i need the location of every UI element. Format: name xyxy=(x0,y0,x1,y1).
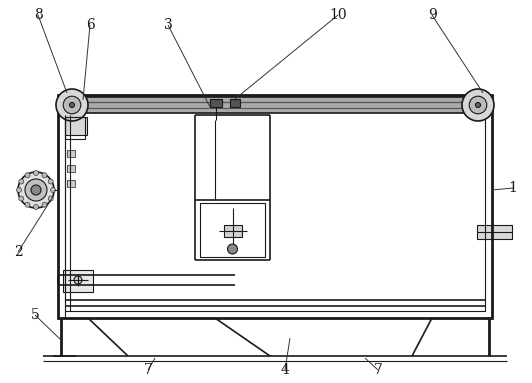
Text: 9: 9 xyxy=(428,8,436,22)
Bar xyxy=(65,117,85,139)
Circle shape xyxy=(19,196,24,201)
Circle shape xyxy=(19,179,24,184)
Circle shape xyxy=(34,205,38,210)
Circle shape xyxy=(18,172,54,208)
Bar xyxy=(477,225,512,239)
Bar xyxy=(230,99,240,107)
Bar xyxy=(67,165,75,172)
Bar xyxy=(223,225,242,237)
Circle shape xyxy=(48,179,53,184)
Circle shape xyxy=(25,173,30,178)
Circle shape xyxy=(34,170,38,175)
Text: 10: 10 xyxy=(329,8,347,22)
Text: 7: 7 xyxy=(144,363,153,377)
Circle shape xyxy=(51,188,55,193)
Bar xyxy=(74,97,476,113)
Circle shape xyxy=(42,202,47,207)
Circle shape xyxy=(31,185,41,195)
Circle shape xyxy=(25,179,47,201)
Circle shape xyxy=(476,103,480,108)
Text: 7: 7 xyxy=(373,363,383,377)
Circle shape xyxy=(25,202,30,207)
Circle shape xyxy=(48,196,53,201)
Text: 6: 6 xyxy=(86,18,94,32)
Text: 8: 8 xyxy=(34,8,43,22)
Circle shape xyxy=(462,89,494,121)
Bar xyxy=(200,203,265,257)
Circle shape xyxy=(16,188,21,193)
Bar xyxy=(65,117,87,135)
Bar xyxy=(63,270,93,292)
Text: 3: 3 xyxy=(164,18,172,32)
Text: 2: 2 xyxy=(14,245,22,259)
Bar xyxy=(67,165,75,172)
Bar xyxy=(67,150,75,157)
Bar xyxy=(65,117,87,135)
Text: 1: 1 xyxy=(509,181,518,195)
Circle shape xyxy=(228,244,237,254)
Bar xyxy=(63,270,93,292)
Bar xyxy=(74,97,476,113)
Circle shape xyxy=(74,276,82,284)
Bar xyxy=(223,225,242,237)
Circle shape xyxy=(63,96,81,114)
Bar xyxy=(210,99,222,107)
Bar xyxy=(58,95,492,318)
Bar xyxy=(210,99,222,107)
Text: 5: 5 xyxy=(31,308,39,322)
Circle shape xyxy=(70,103,74,108)
Bar xyxy=(65,102,485,311)
Bar xyxy=(67,150,75,157)
Circle shape xyxy=(42,173,47,178)
Circle shape xyxy=(56,89,88,121)
Bar xyxy=(67,180,75,187)
Bar xyxy=(67,180,75,187)
Bar xyxy=(477,225,512,239)
Circle shape xyxy=(469,96,487,114)
Bar xyxy=(230,99,240,107)
Text: 4: 4 xyxy=(280,363,289,377)
